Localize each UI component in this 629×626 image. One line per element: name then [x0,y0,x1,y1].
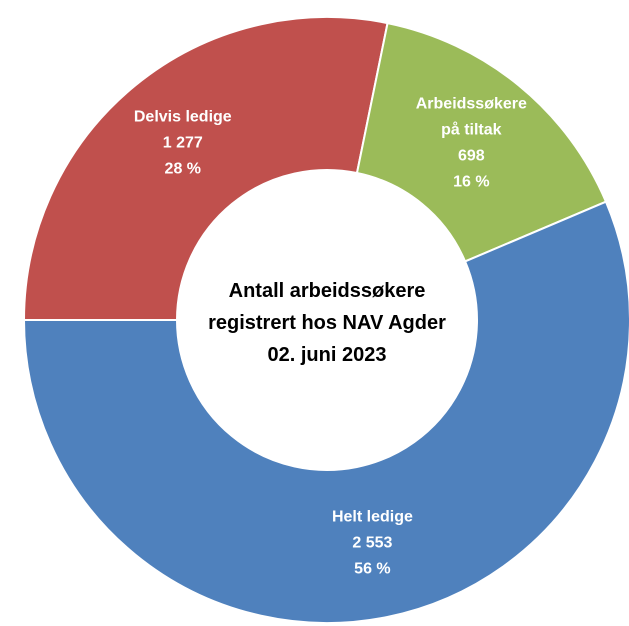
chart-title: Antall arbeidssøkere registrert hos NAV A… [208,280,446,366]
percent-label: 28 % [165,161,201,178]
value-label: 698 [458,148,485,165]
percent-label: 56 % [354,561,390,578]
slice [355,21,608,263]
slice [22,200,629,624]
value-label: 2 553 [352,535,392,552]
slice-label: Delvis ledige [134,109,232,126]
slice [22,16,389,321]
slice-label: Helt ledige [332,509,413,526]
slice-label: Arbeidssøkere på tiltak [416,96,527,139]
value-label: 1 277 [163,135,203,152]
percent-label: 16 % [453,174,489,191]
